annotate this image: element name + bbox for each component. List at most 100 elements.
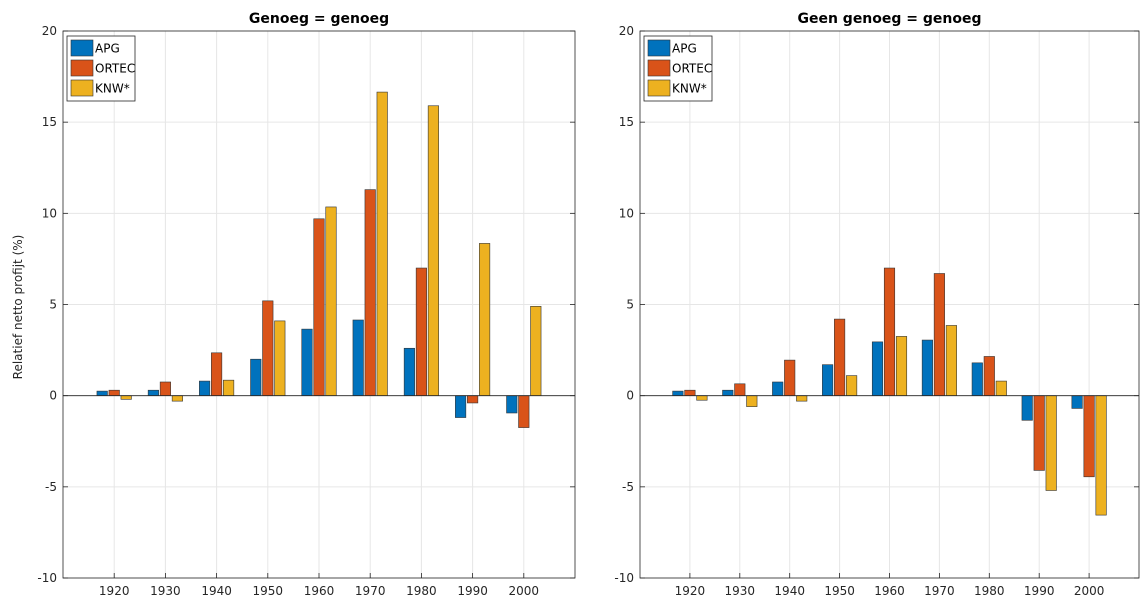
legend-label: KNW* — [672, 82, 707, 96]
bar-knw-1940 — [796, 395, 808, 402]
x-tick-label: 1940 — [201, 584, 232, 598]
bar-apg-1920 — [672, 390, 684, 396]
legend-label: APG — [672, 42, 697, 56]
legend-label: ORTEC — [95, 62, 135, 76]
bar-apg-2000 — [506, 395, 518, 414]
y-tick-label: 10 — [619, 206, 634, 220]
bar-ortec-1990 — [467, 395, 479, 404]
legend-swatch — [70, 39, 94, 57]
legend-label: ORTEC — [672, 62, 712, 76]
bar-apg-1960 — [301, 328, 313, 396]
bar-ortec-1950 — [262, 300, 274, 396]
bar-apg-1950 — [822, 364, 834, 396]
chart-panel-left: -10 -5 0 5 10 15 20 1920 1930 1940 1950 1960 1970 198… — [37, 11, 576, 598]
bar-apg-1930 — [722, 389, 734, 396]
bar-ortec-1960 — [313, 218, 325, 396]
y-tick-label: 20 — [619, 24, 634, 38]
legend-label: APG — [95, 42, 120, 56]
y-tick-label: -10 — [37, 571, 57, 585]
y-tick-label: -5 — [622, 480, 634, 494]
x-tick-label: 1930 — [725, 584, 756, 598]
y-tick-label: 0 — [626, 389, 634, 403]
y-tick-label: 0 — [49, 389, 57, 403]
bar-ortec-1980 — [415, 267, 427, 396]
x-tick-label: 1920 — [675, 584, 706, 598]
x-tick-label: 1950 — [824, 584, 855, 598]
bar-ortec-1930 — [734, 383, 746, 396]
bar-knw-1920 — [120, 395, 132, 400]
y-tick-label: 5 — [626, 298, 634, 312]
y-tick-label: 10 — [42, 206, 57, 220]
x-tick-label: 2000 — [1074, 584, 1105, 598]
bar-knw-1920 — [696, 395, 708, 401]
bar-knw-2000 — [1095, 395, 1107, 516]
bar-knw-1930 — [746, 395, 758, 407]
x-tick-label: 1970 — [924, 584, 955, 598]
legend-swatch — [647, 79, 671, 97]
bar-knw-1930 — [171, 395, 183, 402]
x-tick-label: 2000 — [509, 584, 540, 598]
bar-knw-1990 — [1045, 395, 1057, 491]
legend-swatch — [647, 39, 671, 57]
bar-apg-1930 — [147, 389, 159, 396]
bar-knw-1980 — [995, 380, 1007, 396]
bar-knw-1960 — [895, 336, 908, 396]
bar-knw-1970 — [376, 91, 388, 396]
y-axis-label: Relatief netto profijt (%) — [11, 235, 25, 380]
bar-ortec-1990 — [1033, 395, 1045, 471]
y-tick-label: -10 — [614, 571, 634, 585]
x-tick-label: 1950 — [253, 584, 284, 598]
x-tick-label: 1970 — [355, 584, 386, 598]
bar-apg-1920 — [96, 390, 108, 396]
x-tick-label: 1960 — [304, 584, 335, 598]
legend-swatch — [647, 59, 671, 77]
bar-apg-1970 — [352, 319, 364, 396]
bar-knw-1960 — [325, 206, 337, 396]
chart-panel-right: -10 -5 0 5 10 15 20 1920 1930 1940 1950 1960 1970 198… — [614, 11, 1140, 598]
chart-title: Genoeg = genoeg — [249, 11, 389, 27]
legend: APG ORTEC KNW* — [66, 35, 136, 102]
x-tick-label: 1980 — [406, 584, 437, 598]
y-tick-label: 15 — [619, 115, 634, 129]
legend-swatch — [70, 79, 94, 97]
x-tick-label: 1920 — [99, 584, 130, 598]
bar-apg-1990 — [1021, 395, 1033, 421]
bar-apg-1940 — [199, 380, 211, 396]
bar-apg-1950 — [250, 358, 262, 396]
bar-knw-1950 — [846, 375, 858, 396]
bar-knw-1970 — [945, 325, 957, 396]
bar-knw-1990 — [479, 243, 491, 396]
bar-knw-1940 — [223, 379, 235, 396]
legend-swatch — [70, 59, 94, 77]
y-tick-label: -5 — [45, 480, 57, 494]
bar-ortec-1980 — [983, 356, 995, 396]
x-tick-label: 1960 — [874, 584, 905, 598]
bar-ortec-1940 — [784, 359, 796, 396]
bar-ortec-1960 — [883, 267, 896, 396]
bar-apg-1970 — [921, 339, 933, 396]
x-tick-label: 1990 — [1024, 584, 1055, 598]
x-tick-label: 1980 — [974, 584, 1005, 598]
bar-apg-1980 — [971, 362, 983, 396]
bar-knw-1980 — [427, 105, 439, 396]
bar-apg-1990 — [455, 395, 467, 418]
bar-ortec-2000 — [518, 395, 530, 428]
bar-ortec-1940 — [211, 352, 223, 396]
bar-ortec-1970 — [933, 273, 945, 396]
bar-ortec-2000 — [1083, 395, 1095, 478]
bar-ortec-1930 — [159, 381, 171, 396]
bar-apg-1980 — [403, 347, 415, 396]
bar-ortec-1970 — [364, 189, 376, 396]
bar-knw-1950 — [274, 320, 286, 396]
chart-title: Geen genoeg = genoeg — [797, 11, 981, 27]
bar-ortec-1950 — [834, 318, 846, 396]
bar-apg-1940 — [772, 381, 784, 396]
y-tick-label: 5 — [49, 298, 57, 312]
x-tick-label: 1990 — [457, 584, 488, 598]
x-tick-label: 1930 — [150, 584, 181, 598]
legend: APG ORTEC KNW* — [643, 35, 713, 102]
bar-ortec-1920 — [684, 389, 696, 396]
legend-label: KNW* — [95, 82, 130, 96]
bar-ortec-1920 — [108, 389, 120, 396]
